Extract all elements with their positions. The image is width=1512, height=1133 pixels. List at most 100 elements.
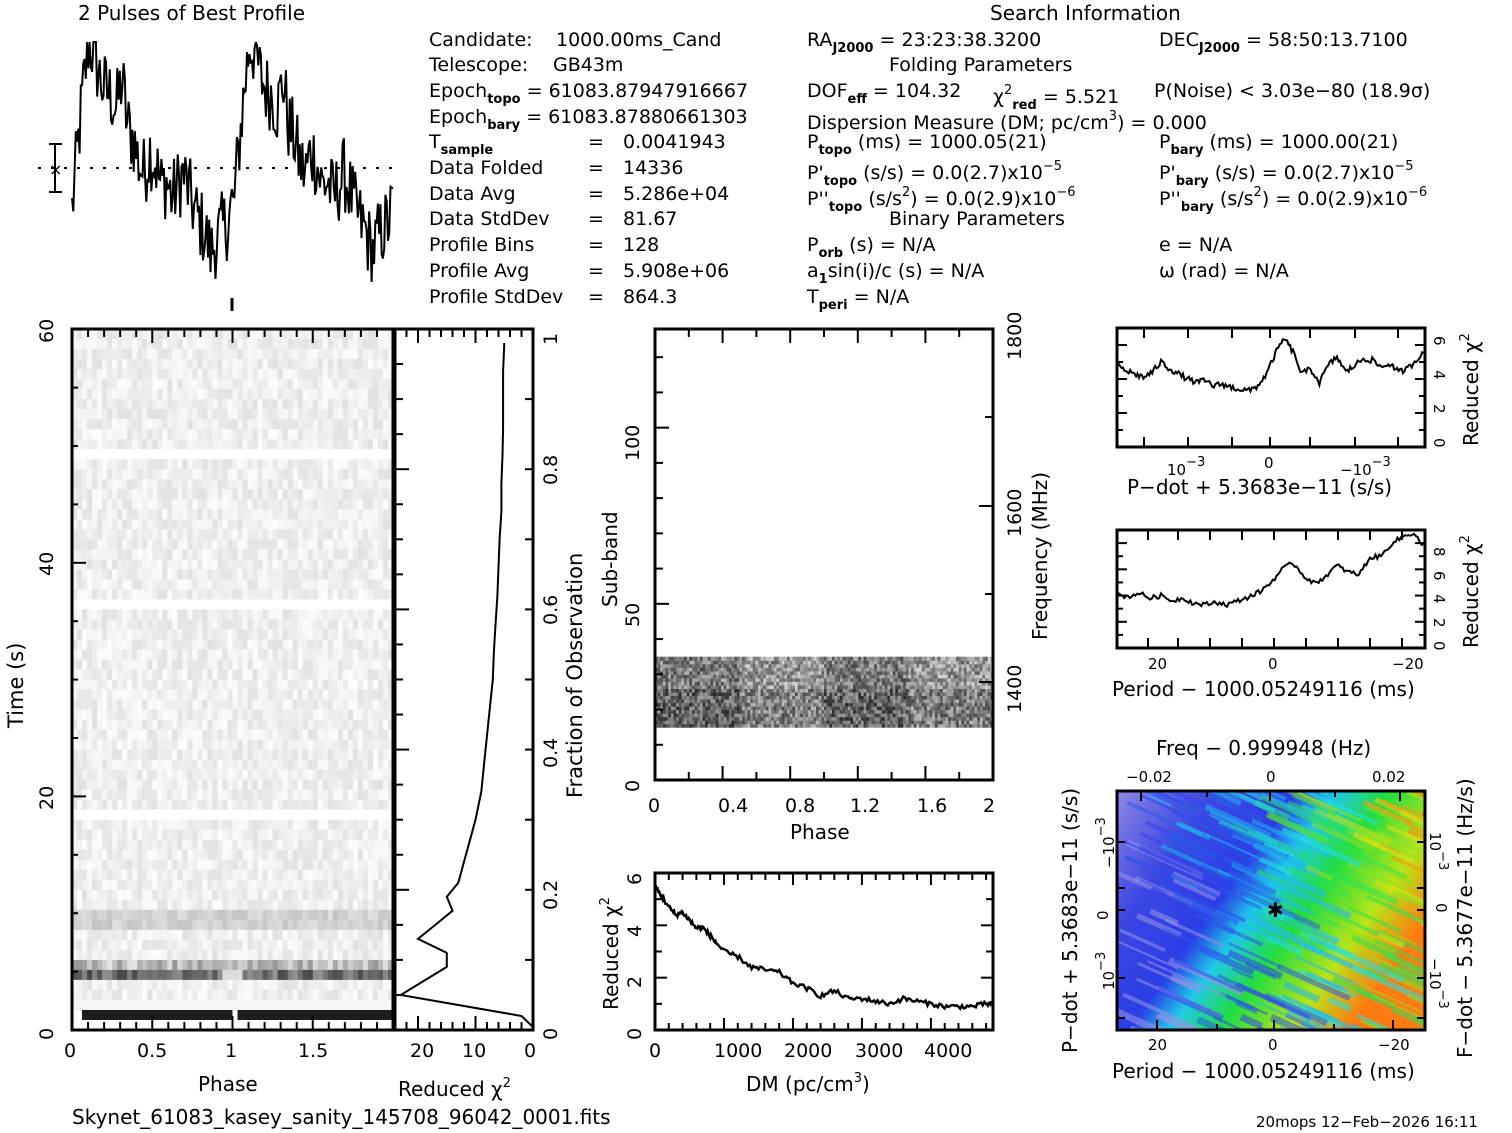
time-phase-cell <box>287 499 294 510</box>
time-phase-cell <box>107 469 113 480</box>
time-phase-cell <box>97 399 103 410</box>
time-phase-cell <box>237 689 244 701</box>
time-phase-cell <box>202 539 208 550</box>
time-phase-cell <box>122 469 128 480</box>
time-phase-cell <box>147 459 153 470</box>
time-phase-cell <box>277 779 284 791</box>
time-phase-cell <box>107 869 113 881</box>
profile-line <box>71 41 394 283</box>
time-phase-cell <box>282 339 289 350</box>
time-phase-cell <box>372 559 379 570</box>
time-phase-cell <box>357 929 364 941</box>
subband-cell <box>734 713 738 718</box>
time-phase-cell <box>222 349 229 360</box>
time-phase-cell <box>322 899 329 911</box>
time-phase-cell <box>367 899 374 911</box>
time-phase-cell <box>217 839 224 851</box>
time-phase-cell <box>352 429 359 440</box>
time-phase-cell <box>312 879 319 891</box>
time-phase-cell <box>312 529 319 540</box>
time-phase-cell <box>322 629 329 640</box>
time-phase-cell <box>152 919 158 931</box>
time-phase-cell <box>127 459 133 470</box>
time-phase-cell <box>202 699 208 711</box>
subband-cell <box>792 723 796 728</box>
time-phase-cell <box>367 889 374 901</box>
time-phase-cell <box>227 419 234 430</box>
time-phase-cell <box>317 899 324 911</box>
time-phase-cell <box>237 579 244 590</box>
time-phase-cell <box>122 1000 128 1011</box>
time-phase-cell <box>247 439 254 450</box>
time-phase-cell <box>72 679 78 691</box>
subband-cell <box>686 720 690 725</box>
time-phase-cell <box>152 589 158 600</box>
time-phase-cell <box>227 669 234 681</box>
time-phase-cell <box>237 759 244 771</box>
time-phase-cell <box>197 379 203 390</box>
time-phase-cell <box>72 559 78 570</box>
time-phase-cell <box>282 1010 289 1021</box>
time-phase-cell <box>117 729 123 741</box>
time-phase-cell <box>282 519 289 530</box>
time-phase-cell <box>257 709 264 721</box>
time-phase-cell <box>152 859 158 871</box>
time-phase-cell <box>342 569 349 580</box>
time-phase-cell <box>187 649 193 661</box>
time-phase-cell <box>227 969 234 981</box>
time-phase-cell <box>372 349 379 360</box>
time-phase-cell <box>102 699 108 711</box>
time-phase-cell <box>312 869 319 881</box>
time-phase-cell <box>172 739 178 751</box>
time-phase-cell <box>312 509 319 520</box>
time-phase-cell <box>342 899 349 911</box>
pdot-bary-value: (s/s) = 0.0(2.7)x10 <box>1214 162 1395 184</box>
time-phase-cell <box>367 699 374 711</box>
time-phase-cell <box>202 459 208 470</box>
time-phase-cell <box>252 419 259 430</box>
subband-cell <box>876 716 880 721</box>
time-phase-cell <box>332 659 339 671</box>
subband-cell <box>913 716 917 721</box>
time-phase-cell <box>222 419 229 430</box>
time-phase-cell <box>137 499 143 510</box>
time-phase-cell <box>162 589 168 600</box>
time-phase-cell <box>167 909 173 921</box>
time-phase-cell <box>142 469 148 480</box>
time-phase-cell <box>227 689 234 701</box>
time-phase-cell <box>332 379 339 390</box>
time-phase-cell <box>322 669 329 681</box>
time-phase-cell <box>102 419 108 430</box>
time-phase-cell <box>267 909 274 921</box>
time-phase-cell <box>102 749 108 761</box>
time-phase-cell <box>247 519 254 530</box>
time-phase-cell <box>307 839 314 851</box>
time-phase-cell <box>97 389 103 400</box>
time-phase-cell <box>222 779 229 791</box>
time-phase-cell <box>172 429 178 440</box>
info-row-label: Profile Avg <box>429 259 530 282</box>
time-phase-cell <box>192 679 198 691</box>
time-phase-cell <box>352 709 359 721</box>
time-phase-cell <box>262 979 269 991</box>
time-phase-cell <box>372 419 379 430</box>
time-phase-cell <box>242 699 249 711</box>
time-phase-cell <box>117 629 123 640</box>
time-phase-cell <box>292 529 299 540</box>
subband-cell <box>913 723 917 728</box>
time-phase-cell <box>272 849 279 861</box>
time-phase-cell <box>302 919 309 931</box>
time-phase-cell <box>117 409 123 420</box>
time-phase-cell <box>347 909 354 921</box>
time-phase-cell <box>297 819 304 831</box>
ra-value: = 23:23:38.3200 <box>879 29 1042 51</box>
time-phase-cell <box>307 729 314 741</box>
time-phase-cell <box>292 499 299 510</box>
time-phase-cell <box>237 559 244 570</box>
time-phase-cell <box>97 679 103 691</box>
time-phase-cell <box>187 459 193 470</box>
time-phase-cell <box>157 639 163 650</box>
time-phase-cell <box>77 629 83 640</box>
time-phase-cell <box>312 799 319 811</box>
time-phase-cell <box>327 659 334 671</box>
